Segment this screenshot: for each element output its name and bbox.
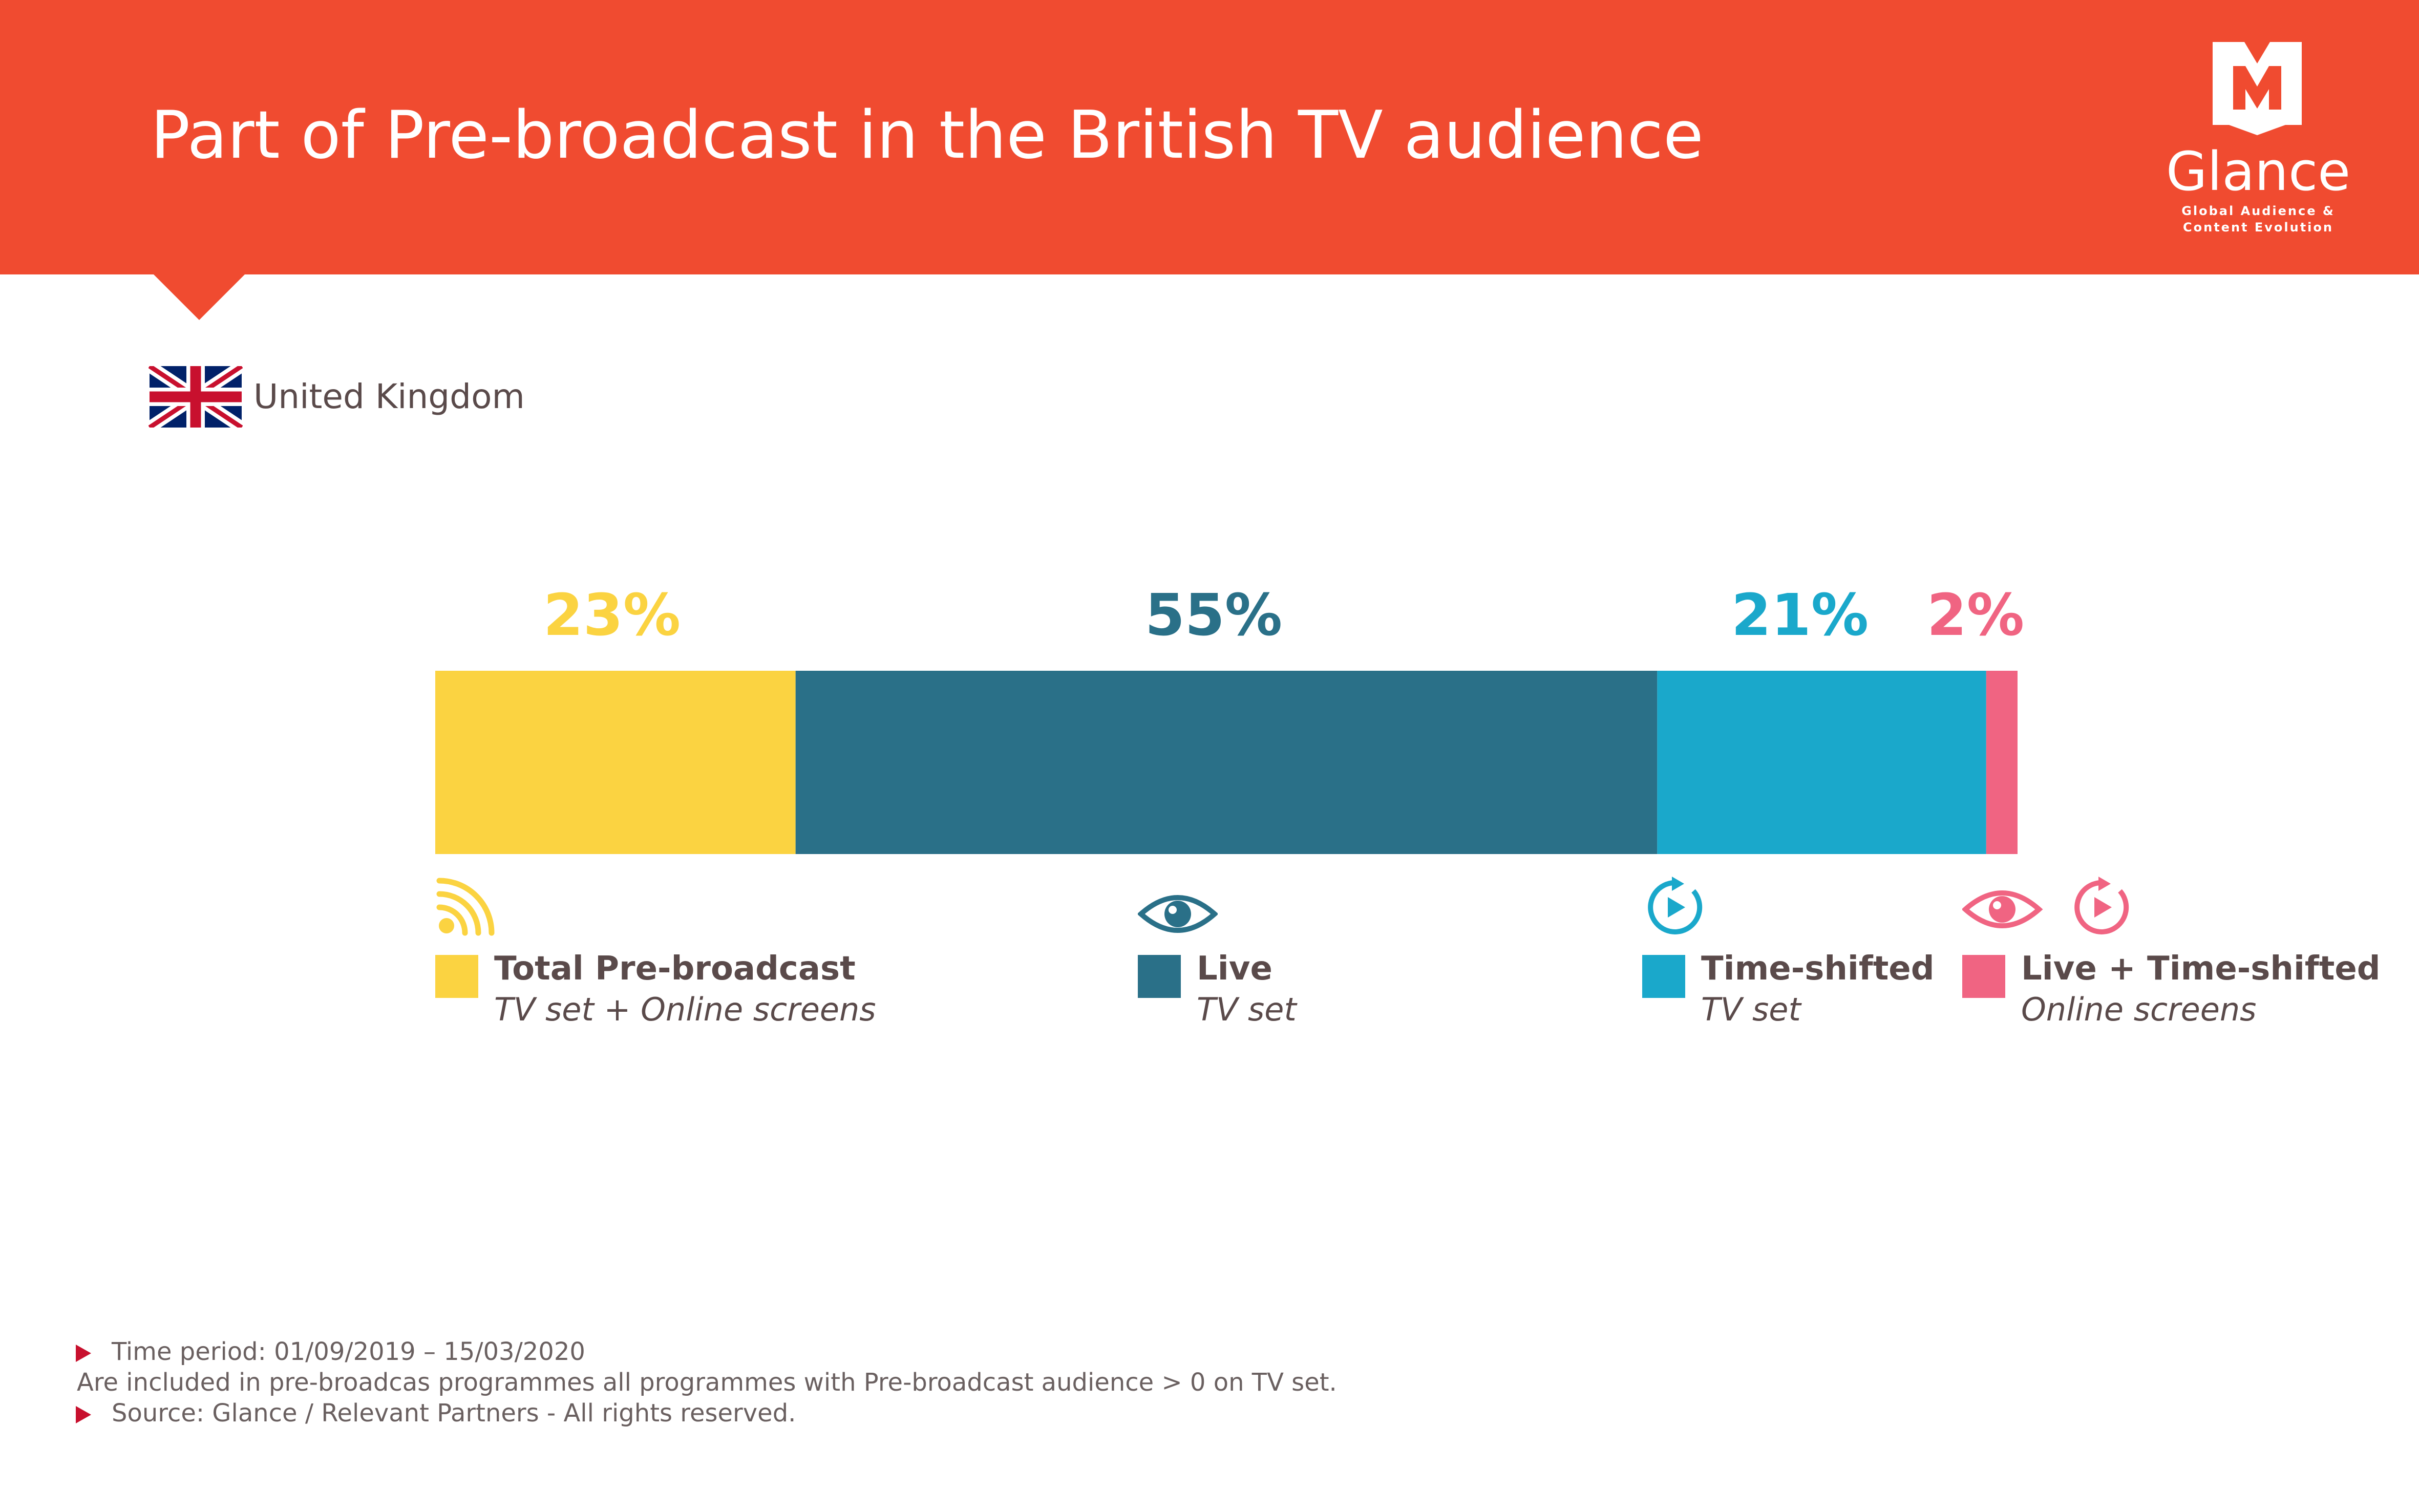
bar-segment-3 [1657,671,1986,854]
eye-and-replay-icon [1961,876,2136,941]
bar-segment-2 [795,671,1658,854]
legend-swatch [1138,955,1181,998]
bullet-arrow-icon [76,1345,91,1362]
uk-flag-icon [148,366,243,428]
bullet-arrow-icon [76,1406,91,1423]
bar-segment-4 [1986,671,2018,854]
footnote-text: Time period: 01/09/2019 – 15/03/2020 [112,1337,585,1366]
footnote-inclusion: Are included in pre-broadcas programmes … [76,1367,2022,1398]
legend-series-name: Live + Time-shifted [2021,950,2381,988]
data-label-2: 55% [1145,582,1282,649]
footnote-source: Source: Glance / Relevant Partners - All… [76,1398,2022,1429]
legend-series-subtitle: TV set [1701,991,1801,1028]
legend-swatch [435,955,478,998]
glance-m-logo-icon [2213,42,2302,135]
eye-icon [1137,888,1219,942]
footnote-time-period: Time period: 01/09/2019 – 15/03/2020 [76,1336,2022,1367]
rss-feed-icon [435,876,497,939]
header-notch [153,274,245,320]
legend-swatch [1962,955,2005,998]
legend-series-subtitle: TV set + Online screens [494,991,876,1028]
footnotes: Time period: 01/09/2019 – 15/03/2020 Are… [76,1336,2022,1429]
legend-series-name: Time-shifted [1701,950,1935,988]
glance-logo: Glance Global Audience & Content Evoluti… [2140,31,2376,246]
legend-swatch [1642,955,1685,998]
footnote-text: Are included in pre-broadcas programmes … [77,1368,1337,1397]
logo-tagline: Global Audience & Content Evolution [2140,203,2376,236]
footnote-text: Source: Glance / Relevant Partners - All… [112,1399,796,1428]
legend-series-subtitle: TV set [1197,991,1297,1028]
bar-segment-1 [435,671,796,854]
logo-name: Glance [2166,140,2351,203]
legend-series-name: Live [1197,950,1272,988]
legend-series-name: Total Pre-broadcast [494,950,856,988]
replay-icon [1642,876,1706,941]
page-title: Part of Pre-broadcast in the British TV … [151,97,1704,174]
data-label-1: 23% [543,582,681,649]
data-label-3: 21% [1731,582,1869,649]
header-band: Part of Pre-broadcast in the British TV … [0,0,2419,274]
logo-tagline-line2: Content Evolution [2183,220,2333,235]
logo-tagline-line1: Global Audience & [2181,204,2335,218]
data-label-4: 2% [1927,582,2024,649]
legend-series-subtitle: Online screens [2021,991,2257,1028]
country-label: United Kingdom [253,377,525,416]
